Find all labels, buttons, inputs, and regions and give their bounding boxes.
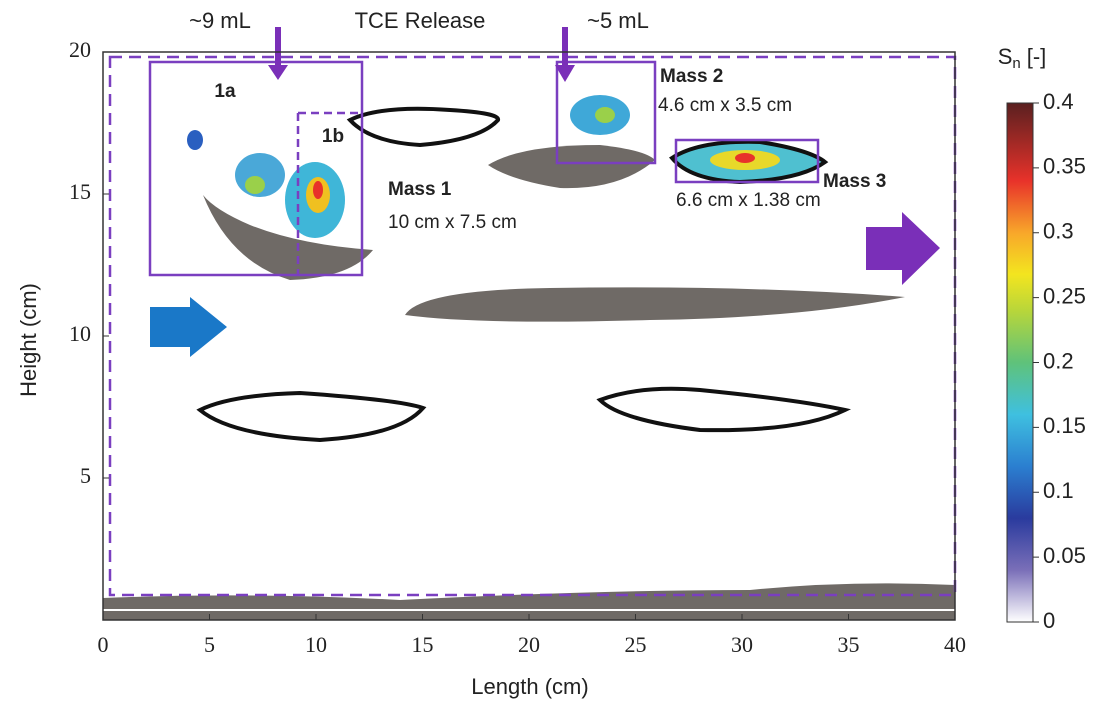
annotation: 1b — [322, 126, 344, 147]
y-tick-label: 20 — [69, 37, 91, 62]
y-tick-label: 10 — [69, 321, 91, 346]
figure: ~9 mL TCE Release ~5 mL 1a 1b Mass 1 10 … — [0, 0, 1109, 707]
annotation: ~5 mL — [587, 8, 649, 33]
x-tick-label: 30 — [731, 632, 753, 657]
colorbar-tick-label: 0.15 — [1043, 413, 1086, 438]
y-tick-label: 15 — [69, 179, 91, 204]
annotation: Mass 2 — [660, 66, 723, 87]
colorbar-label: Sn [-] — [998, 44, 1047, 72]
boxes — [110, 57, 955, 595]
colorbar-tick-label: 0.4 — [1043, 89, 1074, 114]
x-tick-label: 10 — [305, 632, 327, 657]
x-tick-label: 5 — [204, 632, 215, 657]
annotation: ~9 mL — [189, 8, 251, 33]
colorbar-tick-label: 0.1 — [1043, 478, 1074, 503]
y-tick-label: 5 — [80, 463, 91, 488]
annotation: 10 cm x 7.5 cm — [388, 212, 517, 233]
x-tick-label: 35 — [838, 632, 860, 657]
colorbar-unit: [-] — [1027, 44, 1047, 69]
x-tick-label: 15 — [412, 632, 434, 657]
colorbar-tick-label: 0.2 — [1043, 348, 1074, 373]
annotation: 6.6 cm x 1.38 cm — [676, 190, 821, 211]
colorbar-tick-label: 0.25 — [1043, 283, 1086, 308]
x-tick-label: 20 — [518, 632, 540, 657]
colorbar-symbol: S — [998, 44, 1013, 69]
annotation: 1a — [214, 81, 236, 102]
colorbar-tick-label: 0.35 — [1043, 154, 1086, 179]
annotation: Mass 3 — [823, 171, 886, 192]
y-axis-label: Height (cm) — [16, 283, 41, 397]
colorbar-tick-label: 0.05 — [1043, 543, 1086, 568]
x-axis-label: Length (cm) — [471, 674, 588, 699]
colorbar-tick-label: 0 — [1043, 608, 1055, 633]
colorbar-subscript: n — [1012, 55, 1020, 72]
annotation: Mass 1 — [388, 179, 452, 200]
x-tick-label: 0 — [98, 632, 109, 657]
x-tick-label: 25 — [625, 632, 647, 657]
plot-frame — [103, 52, 955, 620]
colorbar — [1007, 103, 1033, 622]
x-tick-label: 40 — [944, 632, 966, 657]
annotation: 4.6 cm x 3.5 cm — [658, 95, 792, 116]
colorbar-tick-label: 0.3 — [1043, 219, 1074, 244]
annotation: TCE Release — [355, 8, 486, 33]
